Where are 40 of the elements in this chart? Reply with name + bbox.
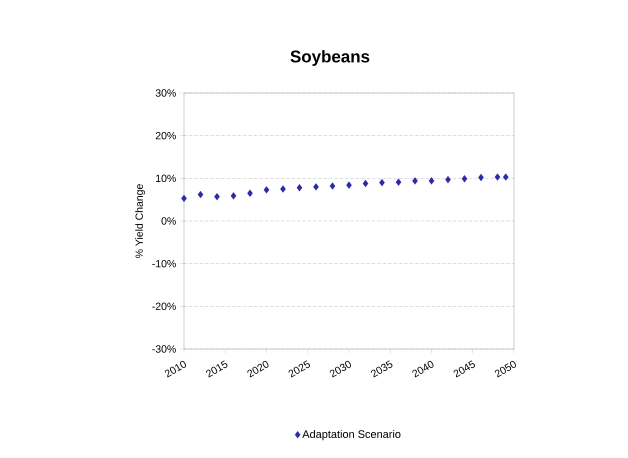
point [346,181,352,189]
y-tick-label: -20% [152,302,176,310]
y-tick-label: -30% [152,345,176,353]
y-tick-label: -10% [152,260,176,268]
x-tick-label: 2025 [288,360,310,378]
point [198,190,204,198]
x-tick-label: 2045 [454,360,475,378]
point [247,190,253,197]
chart-title: Soybeans [290,50,370,66]
x-tick-label: 2050 [494,360,516,378]
point [330,182,336,190]
point [230,192,236,200]
x-tick-label: 2010 [164,360,186,378]
point [181,194,187,202]
point [502,173,509,181]
point [396,178,402,186]
x-tick-label: 2030 [330,360,352,378]
x-tick-label: 2040 [412,360,434,378]
x-tick-label: 2035 [371,360,392,378]
point [264,186,270,194]
point [313,183,319,191]
y-tick-label: 30% [156,89,176,97]
point [280,185,286,193]
point [494,173,500,181]
y-tick-label: 0% [162,217,176,225]
point [379,178,385,186]
point [362,180,368,188]
point [478,174,484,182]
point [296,184,302,192]
point [214,192,220,200]
point [428,177,434,185]
point [412,177,418,185]
y-axis-title: % Yield Change [135,184,145,258]
point [462,175,468,182]
legend-label: Adaptation Scenario [302,430,400,440]
x-tick-label: 2020 [247,360,269,378]
y-tick-label: 10% [156,174,176,182]
y-tick-label: 20% [156,132,176,140]
x-tick-label: 2015 [206,360,228,378]
point [445,176,451,184]
